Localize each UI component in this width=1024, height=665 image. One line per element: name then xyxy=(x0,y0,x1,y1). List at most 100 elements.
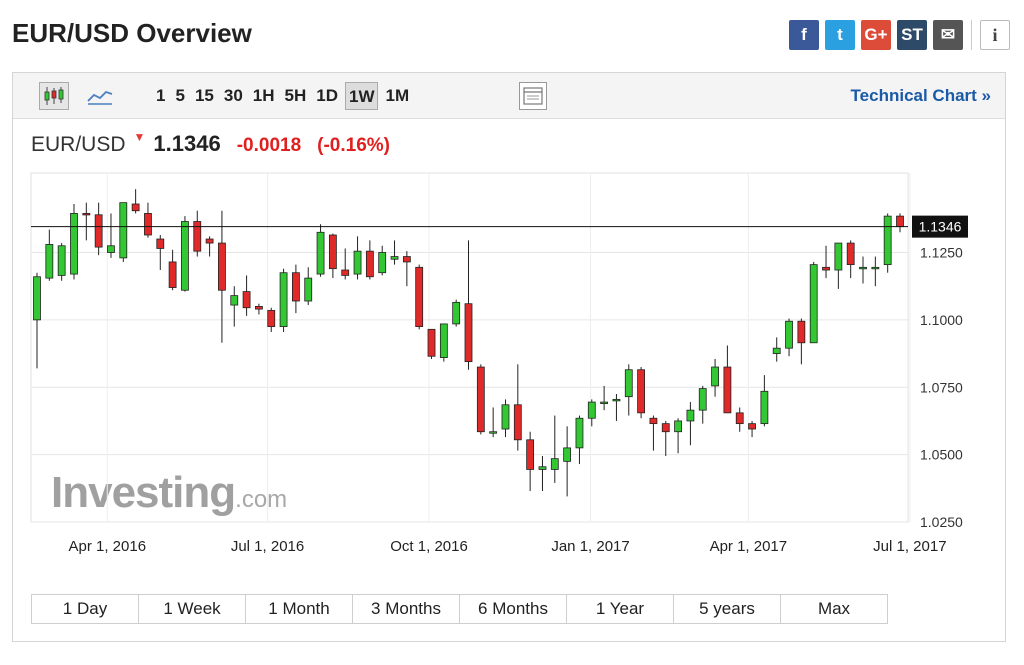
timeframe-1-day[interactable]: 1 Day xyxy=(31,594,139,624)
investing-watermark: Investing.com xyxy=(51,468,287,518)
watermark-suffix: .com xyxy=(235,486,288,513)
candle-down xyxy=(193,210,202,257)
candle-up xyxy=(181,216,189,292)
candle-down xyxy=(328,233,337,279)
candle-up xyxy=(107,213,115,258)
timeframe-3-months[interactable]: 3 Months xyxy=(352,594,460,624)
watermark-main: Investing xyxy=(51,468,236,517)
candle-up xyxy=(871,256,880,287)
candle-down xyxy=(723,345,732,414)
candle-down xyxy=(205,236,214,257)
candle-body xyxy=(279,272,288,328)
period-option[interactable]: 1D xyxy=(316,86,338,105)
candle-body xyxy=(57,245,66,276)
candle-body xyxy=(797,320,806,344)
candle-body xyxy=(649,417,658,425)
candle-body xyxy=(698,388,707,411)
candle-down xyxy=(661,420,670,456)
candle-down xyxy=(255,303,263,315)
timeframe-6-months[interactable]: 6 Months xyxy=(459,594,567,624)
candle-down xyxy=(242,275,251,316)
facebook-icon[interactable]: f xyxy=(789,20,819,50)
period-option[interactable]: 5H xyxy=(284,86,307,105)
candle-down xyxy=(637,367,645,419)
timeframe-1-year[interactable]: 1 Year xyxy=(566,594,674,624)
candle-down xyxy=(365,240,374,280)
google-plus-icon[interactable]: G+ xyxy=(861,20,891,50)
candle-body xyxy=(341,269,350,276)
candle-up xyxy=(452,299,461,327)
candle-body xyxy=(624,369,633,398)
last-price-badge xyxy=(912,215,968,238)
timeframe-1-week[interactable]: 1 Week xyxy=(138,594,246,624)
candle-up xyxy=(834,242,843,289)
candlestick-chart[interactable]: 1.0250 1.0500 1.0750 1.1000 1.1250 Apr 1, 201… xyxy=(13,73,1005,588)
candle-up xyxy=(304,267,313,306)
period-option[interactable]: 30 xyxy=(223,86,243,105)
candle-up xyxy=(230,286,239,327)
candle-down xyxy=(797,318,806,365)
candle-body xyxy=(33,276,41,321)
chart-settings-icon[interactable] xyxy=(519,82,547,110)
candle-up xyxy=(353,236,362,280)
period-option-active[interactable]: 1W xyxy=(344,82,379,110)
candle-down xyxy=(748,420,756,438)
candle-up xyxy=(760,375,769,427)
candle-body xyxy=(489,431,498,434)
candle-body xyxy=(526,439,535,470)
y-tick-label: 1.0750 xyxy=(920,379,963,395)
period-option[interactable]: 1M xyxy=(385,86,410,105)
candle-down xyxy=(168,249,177,291)
timeframe-1-month[interactable]: 1 Month xyxy=(245,594,353,624)
candle-up xyxy=(686,402,695,446)
candle-down xyxy=(94,202,103,256)
candle-body xyxy=(70,213,78,275)
candle-body xyxy=(785,320,793,349)
period-selector: 1 5 15 30 1H 5H 1D 1W 1M xyxy=(153,82,412,110)
period-option[interactable]: 5 xyxy=(175,86,185,105)
candle-down xyxy=(82,202,91,241)
candlestick-chart-icon[interactable] xyxy=(39,82,69,110)
candle-body xyxy=(538,466,547,470)
candle-body xyxy=(291,272,300,302)
candle-body xyxy=(748,423,756,430)
candle-down xyxy=(896,213,904,233)
candle-up xyxy=(711,358,719,397)
candle-up xyxy=(809,261,818,344)
quote-change: -0.0018 xyxy=(236,135,302,156)
candle-down xyxy=(402,251,411,287)
candle-down xyxy=(822,245,830,279)
email-icon[interactable]: ✉ xyxy=(933,20,963,50)
candle-body xyxy=(390,256,399,260)
timeframe-max[interactable]: Max xyxy=(780,594,888,624)
candle-body xyxy=(168,261,177,288)
share-bar: f t G+ ST ✉ i xyxy=(789,20,1010,50)
candle-body xyxy=(563,447,572,462)
stocktwits-icon[interactable]: ST xyxy=(897,20,927,50)
share-divider xyxy=(971,20,972,50)
candle-up xyxy=(57,243,66,281)
area-chart-icon[interactable] xyxy=(85,82,115,110)
candle-body xyxy=(661,423,670,433)
candle-body xyxy=(267,310,276,328)
x-tick-label: Apr 1, 2017 xyxy=(710,538,788,555)
period-option[interactable]: 15 xyxy=(194,86,214,105)
candle-up xyxy=(575,415,584,465)
candle-up xyxy=(316,224,325,277)
twitter-icon[interactable]: t xyxy=(825,20,855,50)
technical-chart-link[interactable]: Technical Chart » xyxy=(850,86,991,105)
candle-body xyxy=(859,266,867,270)
info-icon[interactable]: i xyxy=(980,20,1010,50)
page-title: EUR/USD Overview xyxy=(12,18,252,48)
candle-body xyxy=(255,306,263,310)
timeframe-5-years[interactable]: 5 years xyxy=(673,594,781,624)
period-option[interactable]: 1H xyxy=(252,86,275,105)
candle-body xyxy=(587,401,596,419)
candle-body xyxy=(674,420,682,433)
candle-body xyxy=(896,215,904,228)
candle-up xyxy=(33,272,41,369)
candle-up xyxy=(378,245,387,276)
candle-up xyxy=(772,337,781,362)
candle-body xyxy=(328,234,337,270)
period-option[interactable]: 1 xyxy=(156,86,166,105)
